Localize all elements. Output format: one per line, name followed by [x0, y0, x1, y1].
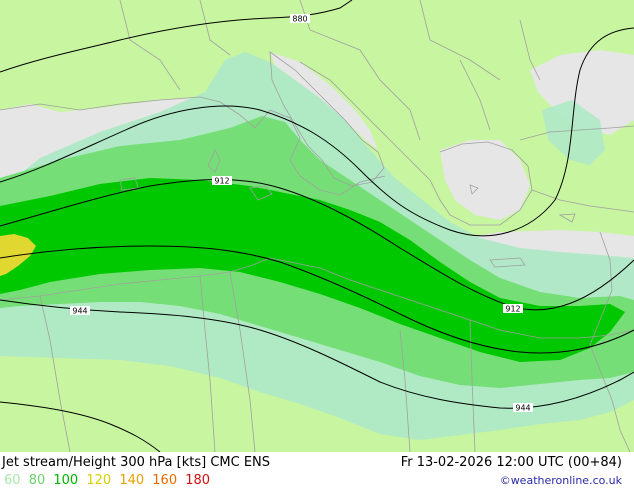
jet-60kt-east-patch — [542, 100, 605, 165]
coastline-north-africa — [0, 257, 634, 339]
jet-100kt-band — [0, 178, 625, 362]
legend-item-140: 140 — [119, 473, 145, 488]
legend-item-120: 120 — [86, 473, 112, 488]
contour-label-bg — [513, 403, 533, 412]
contour-label-880: 880 — [292, 15, 307, 24]
map-canvas: 880 912 912 944 944 — [0, 0, 634, 452]
legend-item-180: 180 — [185, 473, 211, 488]
legend-item-100: 100 — [53, 473, 79, 488]
map-title: Jet stream/Height 300 hPa [kts] CMC ENS — [2, 455, 271, 470]
islands — [119, 149, 576, 268]
contour-944 — [0, 245, 634, 354]
legend-item-160: 160 — [152, 473, 178, 488]
sea-adriatic — [270, 52, 378, 150]
coastline-levant — [589, 231, 631, 452]
contour-label-944-a: 944 — [72, 307, 87, 316]
legend-item-80: 80 — [28, 473, 46, 488]
contour-label-bg — [290, 14, 310, 23]
speed-legend: 60 80 100 120 140 160 180 — [4, 473, 214, 488]
legend-item-60: 60 — [4, 473, 21, 488]
map-footer: Jet stream/Height 300 hPa [kts] CMC ENS … — [0, 452, 634, 490]
coastline-turkey — [519, 125, 634, 213]
contour-label-bg — [503, 304, 523, 313]
border-lines-europe — [119, 0, 541, 141]
contour-912 — [0, 27, 634, 237]
coastline-europe — [0, 96, 386, 196]
credit-link[interactable]: ©weatheronline.co.uk — [499, 474, 622, 487]
contour-label-bg — [70, 306, 90, 315]
coastline-italy — [269, 51, 385, 187]
country-borders — [0, 0, 634, 452]
sea-black — [530, 50, 634, 135]
contour-bottom-left — [0, 401, 161, 452]
border-lines-africa — [39, 271, 476, 452]
sea-aegean — [440, 140, 530, 220]
contour-label-bg — [212, 176, 232, 185]
contour-label-912-b: 912 — [505, 305, 520, 314]
coastline-balkans-greece — [299, 61, 533, 226]
valid-time: Fr 13-02-2026 12:00 UTC (00+84) — [400, 455, 622, 470]
contour-labels: 880 912 912 944 944 — [70, 14, 533, 413]
contour-label-944-b: 944 — [515, 404, 530, 413]
contour-label-912-a: 912 — [214, 177, 229, 186]
contour-912-south — [0, 179, 634, 311]
